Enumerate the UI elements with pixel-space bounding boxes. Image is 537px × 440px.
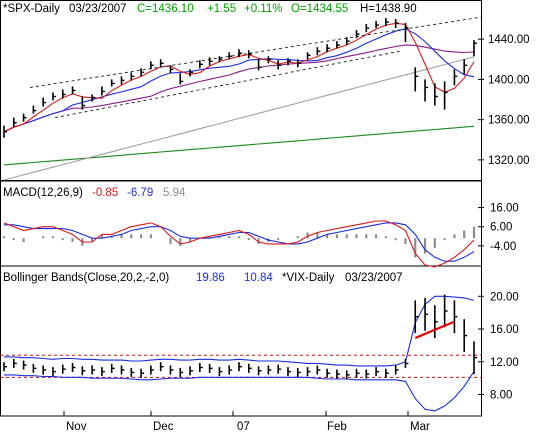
macd-ytick-label: -4.00 [490, 241, 516, 253]
vix-bb-upper: 19.86 [196, 272, 225, 284]
vix-bollinger-lower [4, 371, 475, 412]
vix-bb-lower: 10.84 [244, 272, 273, 284]
price-ytick-label: 1360.00 [488, 115, 530, 127]
macd-value: -0.85 [92, 187, 118, 199]
vix-ytick-label: 16.00 [490, 324, 519, 336]
price-high: H=1438.90 [360, 3, 417, 15]
ma200-line [3, 125, 475, 166]
x-label-07: 07 [237, 421, 250, 433]
vix-trendline [414, 320, 455, 340]
macd-signal-line [4, 222, 475, 262]
macd-label: MACD(12,26,9) [3, 187, 83, 199]
upper-channel-line [29, 16, 483, 88]
price-change: +1.55 [207, 3, 236, 15]
price-ytick-label: 1400.00 [488, 74, 530, 86]
vix-ytick-label: 12.00 [490, 357, 519, 369]
ma10-line [3, 22, 475, 133]
macd-ytick-label: 16.00 [490, 203, 519, 215]
lower-channel-line [54, 50, 401, 119]
price-date: 03/23/2007 [69, 3, 127, 15]
price-ytick-label: 1440.00 [488, 34, 530, 46]
macd-line [3, 220, 475, 268]
chart-marks: 1440.00 1400.00 1360.00 1320.00 16.00 6.00 -4.… [0, 16, 530, 416]
vix-bb-label: Bollinger Bands(Close,20,2,-2,0) [3, 272, 169, 284]
price-close: C=1436.10 [137, 3, 194, 15]
vix-panel-frame [0, 265, 482, 417]
ma100-line [3, 56, 475, 181]
x-label-feb: Feb [327, 421, 347, 433]
ma20-line [3, 28, 475, 133]
price-pct: +0.11% [244, 3, 282, 15]
price-symbol: *SPX-Daily [3, 3, 60, 15]
vix-symbol: *VIX-Daily [282, 272, 335, 284]
vix-ytick-label: 8.00 [490, 390, 512, 402]
price-open: O=1434.55 [291, 3, 348, 15]
macd-signal-value: -6.79 [127, 187, 153, 199]
vix-date: 03/23/2007 [345, 272, 403, 284]
x-label-dec: Dec [153, 421, 174, 433]
x-label-mar: Mar [410, 421, 430, 433]
x-label-nov: Nov [66, 421, 87, 433]
macd-hist-value: 5.94 [163, 187, 186, 199]
vix-ytick-label: 20.00 [490, 291, 519, 303]
vix-bollinger-upper [4, 295, 475, 367]
macd-ytick-label: 6.00 [490, 222, 512, 234]
price-ytick-label: 1320.00 [488, 155, 530, 167]
